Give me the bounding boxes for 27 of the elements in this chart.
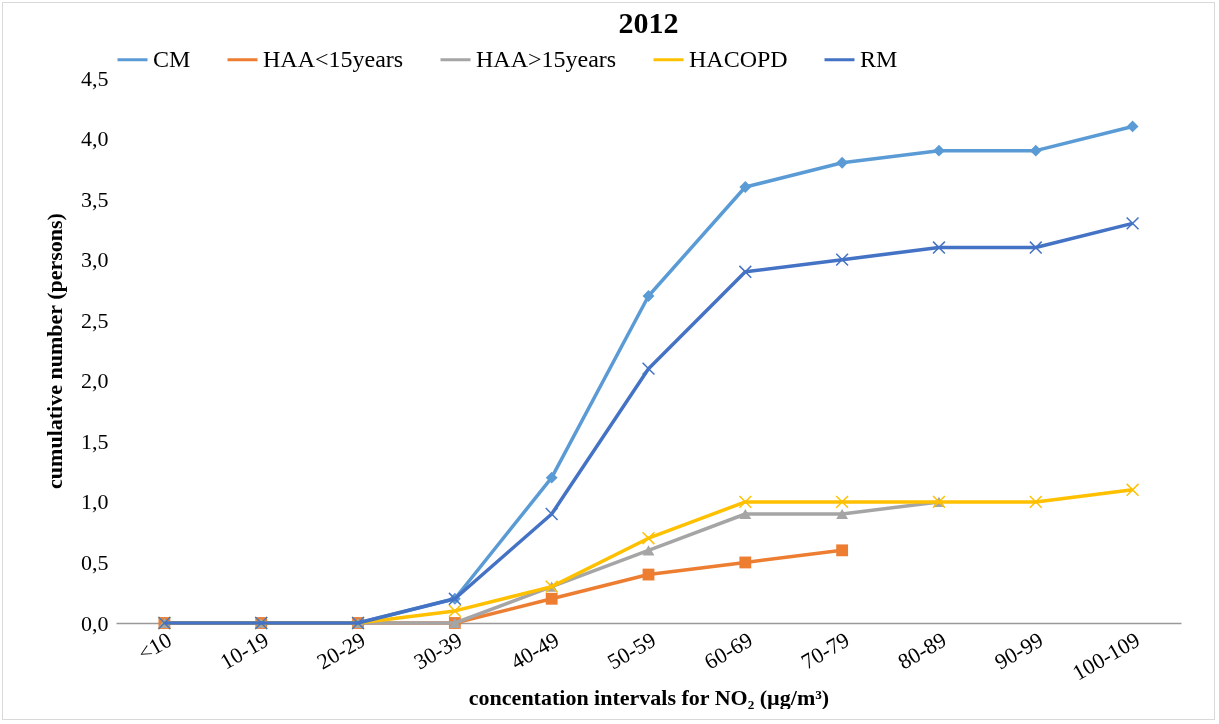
x-tick-label: 90-99	[990, 626, 1048, 675]
legend-label: HAA<15years	[263, 45, 404, 72]
y-tick-label: 2,0	[81, 368, 109, 394]
x-tick-label: 40-49	[506, 626, 564, 675]
x-tick-label: <10	[133, 626, 176, 666]
y-tick-label: 3,0	[81, 247, 109, 273]
y-tick-label: 0,0	[81, 610, 109, 636]
x-tick-label: 50-59	[603, 626, 660, 675]
y-axis-title: cumulative number (persons)	[42, 213, 67, 489]
x-tick-label: 20-29	[312, 626, 370, 675]
x-tick-label: 10-19	[215, 626, 273, 675]
x-tick-label: 70-79	[796, 626, 854, 675]
legend-label: RM	[860, 45, 898, 72]
y-tick-label: 4,5	[81, 65, 109, 91]
x-tick-label: 80-89	[893, 626, 951, 675]
y-tick-label: 3,5	[81, 186, 109, 212]
y-tick-label: 1,5	[81, 428, 109, 454]
y-tick-label: 0,5	[81, 549, 109, 575]
legend-label: CM	[153, 45, 191, 72]
x-tick-label: 30-39	[409, 626, 467, 675]
legend-label: HAA>15years	[476, 45, 617, 72]
y-tick-label: 2,5	[81, 307, 109, 333]
y-tick-label: 4,0	[81, 126, 109, 152]
legend-label: HACOPD	[689, 45, 788, 72]
chart-title: 2012	[618, 6, 679, 39]
y-tick-label: 1,0	[81, 489, 109, 515]
x-tick-label: 60-69	[699, 626, 757, 675]
